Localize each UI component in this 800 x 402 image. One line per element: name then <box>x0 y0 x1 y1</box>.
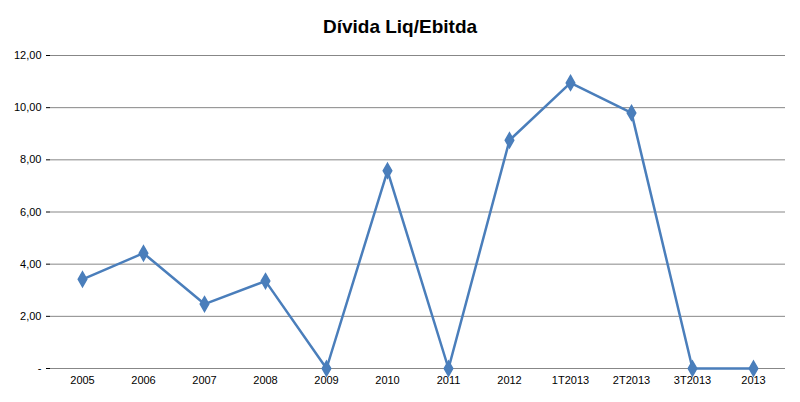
svg-text:2T2013: 2T2013 <box>613 374 650 386</box>
svg-text:-: - <box>38 362 42 374</box>
svg-text:2011: 2011 <box>436 374 461 387</box>
svg-text:2,00: 2,00 <box>20 310 41 322</box>
svg-text:2009: 2009 <box>314 374 339 387</box>
svg-text:1T2013: 1T2013 <box>552 374 589 386</box>
svg-text:2005: 2005 <box>70 374 94 386</box>
svg-text:2010: 2010 <box>375 374 399 386</box>
svg-text:3T2013: 3T2013 <box>673 374 712 387</box>
svg-text:12,00: 12,00 <box>14 49 42 61</box>
svg-text:2013: 2013 <box>741 374 766 387</box>
svg-text:6,00: 6,00 <box>20 206 41 218</box>
svg-text:2007: 2007 <box>192 374 216 386</box>
svg-text:2006: 2006 <box>131 374 155 386</box>
svg-text:2008: 2008 <box>253 374 277 386</box>
svg-text:4,00: 4,00 <box>20 258 41 270</box>
html-text:Dívida Liq/Ebitda: Dívida Liq/Ebitda <box>322 16 478 37</box>
svg-text:2012: 2012 <box>497 374 521 386</box>
svg-text:10,00: 10,00 <box>14 101 42 113</box>
svg-text:8,00: 8,00 <box>20 153 41 165</box>
